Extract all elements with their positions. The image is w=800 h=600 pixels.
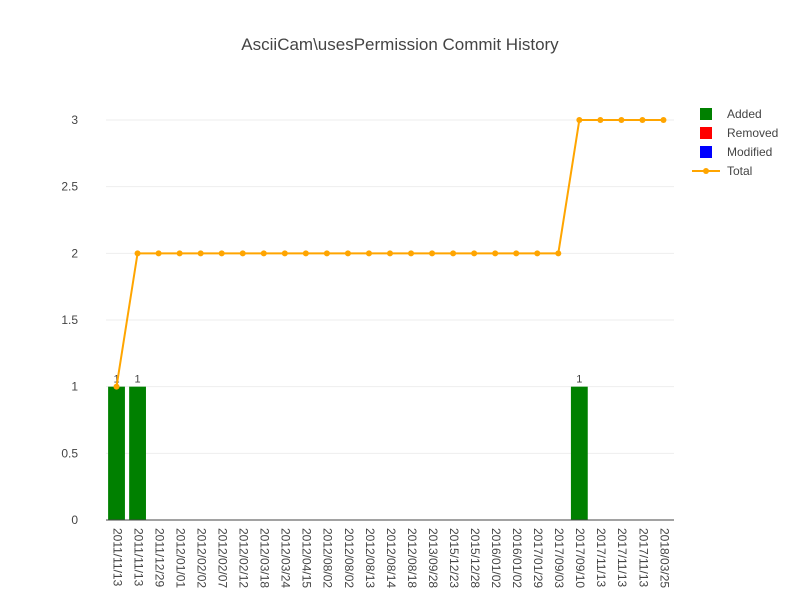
x-tick-label: 2015/12/23 — [447, 528, 461, 588]
y-tick-label: 1 — [71, 380, 78, 394]
total-point[interactable] — [176, 250, 183, 257]
total-point[interactable] — [408, 250, 415, 257]
x-tick-label: 2011/11/13 — [110, 528, 124, 587]
bar-value-label: 1 — [576, 374, 582, 386]
total-point[interactable] — [576, 117, 583, 123]
y-axis-ticks: 0 0.5 1 1.5 2 2.5 3 — [61, 113, 78, 527]
total-point[interactable] — [534, 250, 541, 257]
x-tick-label: 2012/03/18 — [258, 528, 272, 588]
x-tick-label: 2012/08/02 — [342, 528, 356, 588]
y-tick-label: 2.5 — [61, 180, 78, 194]
total-point[interactable] — [281, 250, 288, 257]
legend-item-total[interactable]: Total — [692, 164, 752, 178]
total-point[interactable] — [471, 250, 478, 257]
legend-label: Removed — [727, 126, 778, 140]
x-tick-label: 2018/03/25 — [657, 528, 671, 588]
total-point[interactable] — [260, 250, 267, 257]
x-tick-label: 2012/08/14 — [384, 528, 398, 588]
legend-marker — [703, 168, 709, 174]
x-tick-label: 2012/08/13 — [363, 528, 377, 588]
x-tick-label: 2012/02/07 — [216, 528, 230, 588]
total-point[interactable] — [197, 250, 204, 257]
legend-item-removed[interactable]: Removed — [700, 126, 778, 140]
x-axis-ticks: 2011/11/13 2011/11/13 2011/12/29 2012/01/01… — [110, 528, 671, 588]
legend-label: Modified — [727, 145, 772, 159]
total-point[interactable] — [365, 250, 372, 257]
x-tick-label: 2013/09/28 — [426, 528, 440, 588]
x-tick-label: 2016/01/02 — [489, 528, 503, 588]
legend-swatch — [700, 108, 712, 120]
bar-added[interactable] — [570, 386, 588, 520]
y-tick-label: 3 — [71, 113, 78, 127]
total-point[interactable] — [155, 250, 162, 257]
total-point[interactable] — [492, 250, 499, 257]
x-tick-label: 2017/09/10 — [573, 528, 587, 588]
total-point[interactable] — [134, 250, 141, 257]
total-point[interactable] — [387, 250, 393, 257]
x-tick-label: 2012/03/24 — [279, 528, 293, 588]
x-tick-label: 2012/08/02 — [321, 528, 335, 588]
y-tick-label: 0.5 — [61, 446, 78, 460]
legend-label: Total — [727, 164, 752, 178]
legend-label: Added — [727, 107, 762, 121]
x-tick-label: 2017/01/29 — [531, 528, 545, 588]
total-point[interactable] — [513, 250, 520, 257]
x-tick-label: 2011/11/13 — [131, 528, 145, 587]
x-tick-label: 2012/04/15 — [300, 528, 314, 588]
total-point[interactable] — [113, 383, 120, 390]
x-tick-label: 2012/01/01 — [173, 528, 187, 588]
x-tick-label: 2012/02/12 — [237, 528, 251, 588]
total-point[interactable] — [429, 250, 436, 257]
gridlines — [106, 119, 674, 454]
total-point[interactable] — [660, 117, 667, 123]
x-tick-label: 2012/02/02 — [194, 528, 208, 588]
legend-swatch — [700, 127, 712, 139]
y-tick-label: 1.5 — [61, 313, 78, 327]
x-tick-label: 2017/11/13 — [594, 528, 608, 587]
y-tick-label: 2 — [71, 246, 78, 260]
bar-added[interactable] — [108, 386, 125, 520]
bars — [108, 386, 588, 520]
total-point[interactable] — [302, 250, 309, 257]
chart-title: AsciiCam\usesPermission Commit History — [241, 35, 559, 54]
bar-added[interactable] — [129, 386, 146, 520]
legend-item-modified[interactable]: Modified — [700, 145, 772, 159]
x-tick-label: 2015/12/28 — [468, 528, 482, 588]
total-point[interactable] — [344, 250, 351, 257]
bar-labels: 1 1 1 — [113, 374, 582, 386]
legend-swatch — [700, 146, 712, 158]
legend-item-added[interactable]: Added — [700, 107, 762, 121]
x-tick-label: 2012/08/18 — [405, 528, 419, 588]
x-tick-label: 2011/12/29 — [152, 528, 166, 587]
x-tick-label: 2017/11/13 — [615, 528, 629, 587]
x-tick-label: 2016/01/02 — [510, 528, 524, 588]
legend[interactable]: Added Removed Modified Total — [692, 107, 778, 178]
total-point[interactable] — [218, 250, 225, 257]
total-point[interactable] — [597, 117, 604, 123]
total-point[interactable] — [323, 250, 330, 257]
bar-value-label: 1 — [113, 374, 119, 386]
total-point[interactable] — [450, 250, 457, 257]
bar-value-label: 1 — [134, 374, 140, 386]
total-point[interactable] — [639, 117, 646, 123]
total-point[interactable] — [239, 250, 246, 257]
x-tick-label: 2017/11/13 — [636, 528, 650, 587]
total-point[interactable] — [618, 117, 625, 123]
y-tick-label: 0 — [71, 513, 78, 527]
x-tick-label: 2017/09/03 — [552, 528, 566, 588]
total-line — [113, 117, 667, 390]
total-point[interactable] — [555, 250, 562, 257]
